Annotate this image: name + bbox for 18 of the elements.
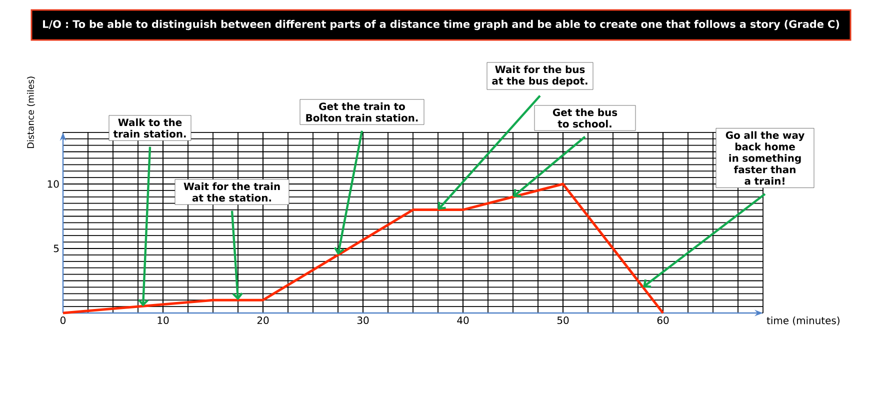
- annotation: Wait for the bus at the bus depot.: [492, 65, 588, 87]
- line-series: [62, 182, 664, 314]
- annotation: Wait for the train at the station.: [184, 182, 280, 202]
- x-tick-label: 40: [457, 316, 469, 324]
- y-axis-title: Distance (miles): [27, 76, 36, 148]
- x-tick-label: 20: [257, 316, 269, 324]
- annotation: Go all the way back home in something faster than a train!: [726, 131, 804, 185]
- annotation: Get the bus to school.: [552, 108, 618, 128]
- x-axis-title: time (minutes): [766, 316, 840, 326]
- annotation: Get the train to Bolton train station.: [306, 102, 418, 122]
- x-tick-label: 10: [158, 316, 169, 324]
- y-tick-label: 5: [54, 244, 59, 252]
- x-tick-label: 0: [60, 316, 66, 324]
- x-tick-label: 30: [357, 316, 369, 324]
- x-tick-label: 60: [657, 316, 669, 324]
- annotation: Walk to the train station.: [113, 118, 186, 138]
- chart-title: L/O : To be able to distinguish between different parts of a distance time graph and be able to create one that follows a story (Grade C): [43, 20, 840, 30]
- x-tick-label: 50: [557, 316, 569, 324]
